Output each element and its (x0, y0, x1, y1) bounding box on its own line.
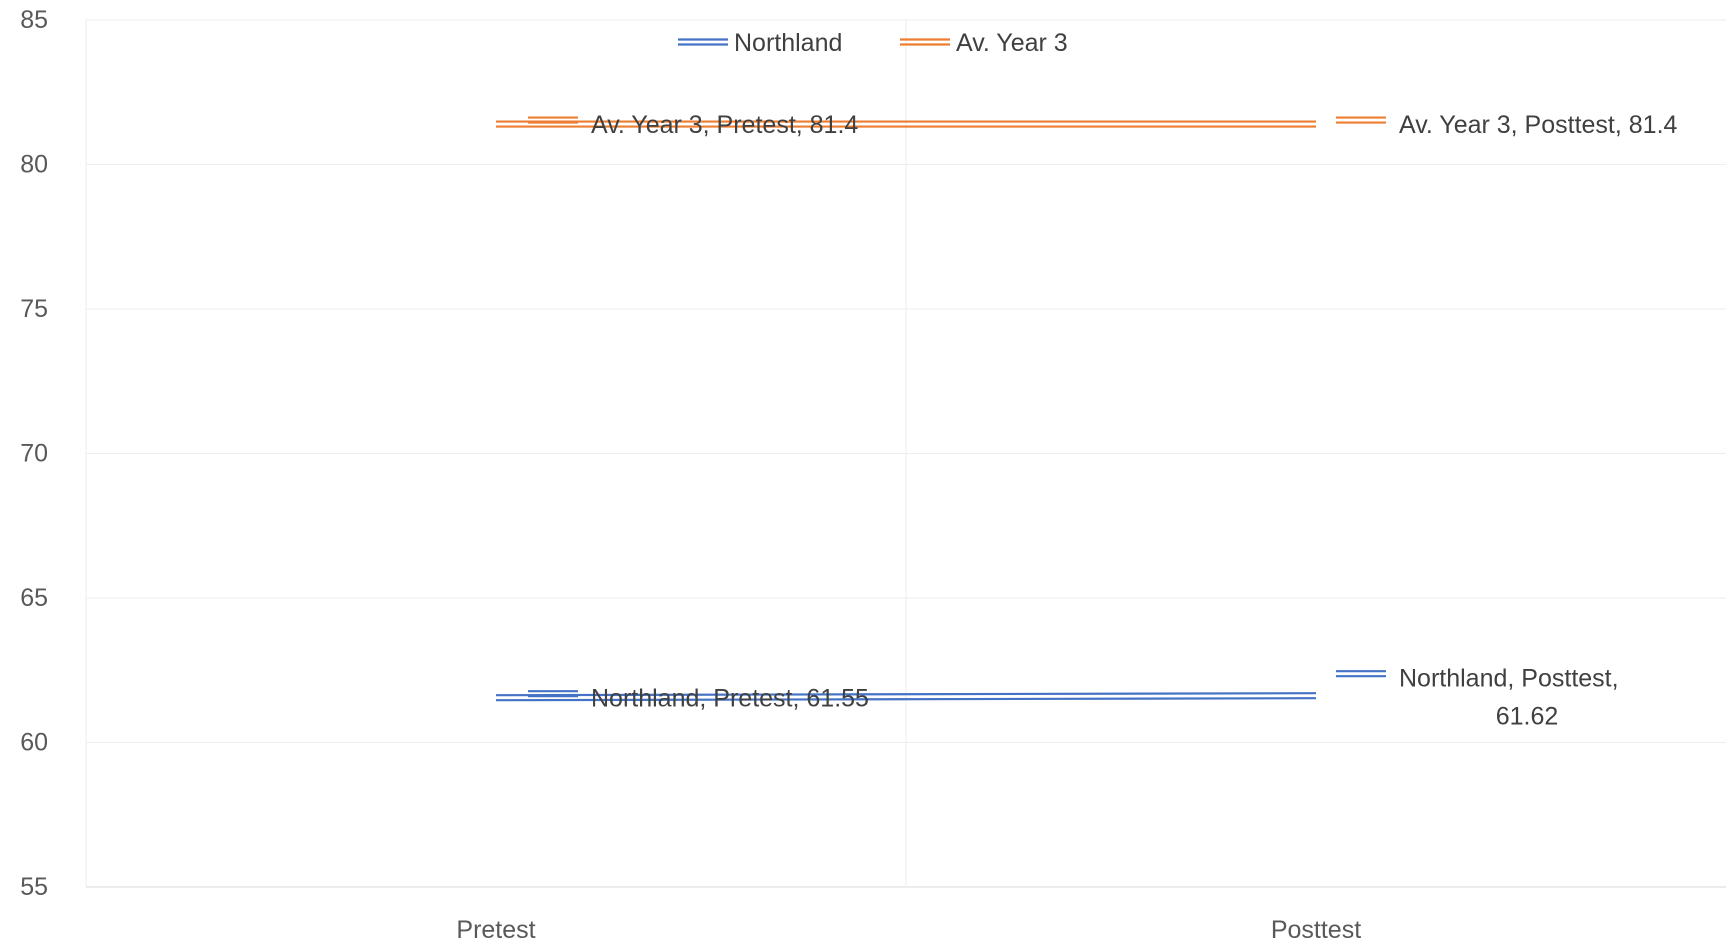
y-tick-label-70: 70 (20, 440, 48, 468)
label-key-northland-pretest (528, 690, 578, 698)
legend: Northland Av. Year 3 (678, 29, 1068, 57)
y-tick-label-60: 60 (20, 729, 48, 757)
y-tick-label-65: 65 (20, 584, 48, 612)
data-labels: Northland, Pretest, 61.55 Northland, Post… (528, 111, 1678, 731)
series-line-northland-stroke-b (495, 697, 1317, 702)
x-tick-label-pretest: Pretest (456, 916, 535, 943)
legend-item-av-year-3: Av. Year 3 (900, 29, 1068, 57)
series-lines (495, 120, 1317, 702)
legend-key-northland (678, 38, 728, 46)
y-axis: 55 60 65 70 75 80 85 (20, 6, 48, 901)
x-axis: Pretest Posttest (456, 916, 1361, 943)
y-tick-label-85: 85 (20, 6, 48, 34)
data-label-northland-posttest: Northland, Posttest, (1399, 665, 1619, 693)
legend-label-av-year-3: Av. Year 3 (956, 29, 1068, 57)
data-label-av-year-3-pretest: Av. Year 3, Pretest, 81.4 (591, 111, 858, 139)
legend-item-northland: Northland (678, 29, 842, 57)
y-tick-label-55: 55 (20, 873, 48, 901)
data-label-av-year-3-posttest: Av. Year 3, Posttest, 81.4 (1399, 111, 1678, 139)
gridlines (85, 19, 1726, 888)
label-key-av-year-3-pretest (528, 116, 578, 124)
series-line-av-year-3 (496, 120, 1316, 128)
label-key-northland-posttest (1336, 670, 1386, 678)
label-key-av-year-3-posttest (1336, 116, 1386, 124)
data-label-northland-posttest-line2: 61.62 (1496, 703, 1559, 731)
series-line-northland (495, 692, 1317, 702)
x-tick-label-posttest: Posttest (1271, 916, 1361, 943)
y-tick-label-75: 75 (20, 295, 48, 323)
legend-key-av-year-3 (900, 38, 950, 46)
legend-label-northland: Northland (734, 29, 842, 57)
y-tick-label-80: 80 (20, 151, 48, 179)
data-label-northland-pretest: Northland, Pretest, 61.55 (591, 685, 869, 713)
series-line-northland-stroke-a (495, 692, 1317, 697)
